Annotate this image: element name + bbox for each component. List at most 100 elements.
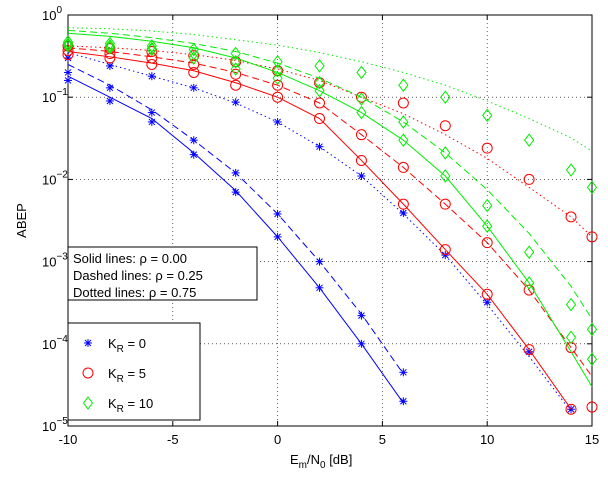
marker-circle [355,154,367,166]
tick-base: 10 [42,8,56,23]
marker-stroke [400,209,407,217]
marker-star [231,98,240,107]
marker-stroke [274,118,281,126]
marker-star [189,83,198,92]
marker-star [189,136,198,145]
curve [67,27,593,152]
marker-diamond [440,169,451,183]
marker-circle [565,211,577,223]
marker-circle [188,66,200,78]
annotation: Dashed lines: ρ = 0.25 [73,268,203,283]
marker-diamond [314,83,325,98]
marker-circle [272,91,284,103]
marker-circle [314,97,326,109]
marker-diamond [398,115,409,129]
text-part: /N [307,452,320,467]
y-axis-label: ABEP [14,203,29,238]
marker-circle [62,44,74,56]
marker-stroke [64,69,72,76]
marker-diamond [398,78,409,93]
annotation: Solid lines: ρ = 0.00 [73,251,187,266]
marker-stroke [190,151,198,159]
marker-diamond [482,219,493,233]
marker-diamond [272,54,283,69]
marker-diamond [565,330,577,345]
marker-circle [565,403,577,415]
marker-circle [146,45,158,57]
marker-star [189,150,198,159]
marker-stroke [148,72,156,80]
marker-star [105,83,114,92]
curve [67,47,593,377]
marker-stroke [274,210,281,218]
marker-circle [481,288,493,300]
marker-circle [481,142,493,154]
marker-star [231,168,240,177]
marker-circle [314,113,326,125]
marker-stroke [400,368,407,376]
curve [67,45,593,238]
tick-base: 10 [42,337,56,352]
y-tick-label: 10−2 [42,169,68,187]
marker-circle [481,237,493,249]
marker-diamond [398,133,409,148]
marker-stroke [232,188,240,196]
text-part: K [108,366,117,381]
marker-diamond [230,46,241,61]
marker-circle [272,79,284,91]
marker-diamond [565,163,577,177]
y-tick-label: 10−3 [42,252,68,270]
x-tick-label: 5 [379,432,386,447]
y-tick-label: 10−4 [42,334,68,352]
text-part: K [108,336,117,351]
marker-stroke [106,84,114,92]
marker-circle [397,161,409,173]
marker-diamond [482,198,493,213]
marker-star [273,209,282,218]
annotation: Dotted lines: ρ = 0.75 [73,285,196,300]
marker-star [399,209,408,218]
marker-star [357,311,366,320]
marker-circle [188,50,200,62]
marker-diamond [482,108,493,123]
marker-stroke [316,284,323,292]
marker-diamond [586,180,598,195]
annotation-box [67,246,258,301]
marker-circle [146,58,158,70]
marker-circle [439,120,451,132]
marker-diamond [356,92,367,106]
marker-circle [355,129,367,141]
y-tick-label: 10−5 [42,416,68,434]
marker-circle [230,68,242,80]
marker-star [357,339,366,348]
legend-label: KR = 5 [108,366,146,385]
marker-diamond [82,396,94,410]
marker-diamond [230,62,241,76]
marker-circle [586,231,598,243]
marker-star [84,339,92,347]
text-part: K [108,396,117,411]
marker-diamond [440,146,451,160]
marker-diamond [272,71,283,86]
tick-exponent: −3 [56,252,68,263]
x-tick-label: 0 [274,432,281,447]
legend-label: KR = 0 [108,336,146,355]
tick-exponent: 0 [56,5,62,16]
marker-diamond [565,297,577,312]
text-part: [dB] [326,452,353,467]
marker-circle [397,97,409,109]
marker-star [315,257,324,266]
marker-diamond [104,39,116,53]
marker-star [147,108,156,117]
marker-star [357,171,366,180]
marker-circle [586,401,598,413]
marker-circle [523,284,535,296]
marker-stroke [441,251,449,259]
marker-stroke [106,97,114,105]
tick-base: 10 [42,419,56,434]
marker-diamond [356,105,367,120]
marker-diamond [104,36,116,51]
marker-star [483,298,492,307]
tick-exponent: −2 [56,169,68,180]
marker-stroke [316,258,323,265]
